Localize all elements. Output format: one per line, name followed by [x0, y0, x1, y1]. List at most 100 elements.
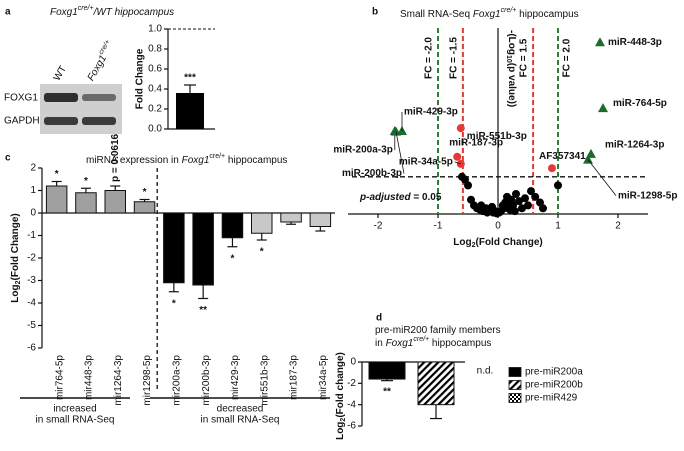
text-part: (Fold change) — [335, 352, 346, 418]
bar — [133, 201, 156, 214]
threshold-label: FC = 2.0 — [562, 38, 573, 77]
y-tick-label: -4 — [27, 298, 36, 309]
bar — [176, 93, 204, 129]
x-tick-label: -1 — [434, 221, 443, 232]
significance: * — [230, 253, 234, 264]
text-part: Foxg1 — [473, 9, 501, 20]
bar — [75, 192, 97, 214]
threshold-label: FC = -2.0 — [424, 37, 435, 79]
y-axis-label: Fold Change — [135, 48, 146, 109]
point — [521, 194, 529, 203]
text-part: Log — [335, 422, 346, 440]
western-blot — [40, 84, 122, 134]
significance: ** — [199, 305, 207, 316]
blot-band — [44, 93, 78, 102]
point — [453, 152, 462, 161]
threshold-label: FC = 1.5 — [519, 38, 530, 77]
x-tick-label: 0 — [495, 221, 501, 232]
point — [598, 103, 608, 113]
text-part: in — [375, 338, 386, 349]
text-part: pre-miR200 family members — [375, 325, 501, 336]
panel-letter: c — [5, 153, 11, 164]
text-part: WT — [51, 64, 68, 83]
significance: *** — [184, 73, 196, 84]
significance: * — [55, 169, 59, 180]
y-tick-label: -2 — [347, 378, 356, 389]
panel-letter: a — [5, 7, 11, 18]
text-part: cre/+ — [413, 336, 429, 343]
point — [595, 37, 605, 47]
blot-band — [82, 94, 116, 101]
point-label: miR-1298-5p — [618, 190, 677, 201]
y-tick-label: -2 — [27, 253, 36, 264]
text-part: p-adjusted — [359, 191, 411, 202]
chart-title: miRNA expression in Foxg1cre/+ hippocamp… — [86, 153, 287, 166]
y-axis-label: Log2(Fold Change) — [10, 213, 22, 302]
blot-band — [44, 117, 78, 125]
point — [554, 181, 562, 190]
text-part: cre/+ — [78, 5, 94, 12]
bar — [192, 212, 214, 286]
bar — [104, 190, 127, 214]
y-tick-label: 2 — [30, 163, 36, 174]
bar — [221, 212, 244, 239]
row-label: FOXG1 — [4, 93, 38, 104]
y-tick-label: 0.6 — [148, 64, 162, 75]
point-label: miR-551b-3p — [467, 131, 527, 142]
y-tick-label: 1.0 — [148, 24, 162, 35]
text-part: Foxg1 — [386, 338, 414, 349]
legend-label: pre-miR200a — [525, 367, 583, 378]
text-part: /WT hippocampus — [93, 7, 175, 18]
chart-title: Small RNA-Seq Foxg1cre/+ hippocampus — [400, 7, 579, 20]
text-part: Log — [10, 284, 21, 302]
x-tick-label: 1 — [555, 221, 561, 232]
text-part: Log — [453, 237, 471, 248]
y-tick-label: 0 — [350, 357, 356, 368]
point-label: miR-200b-3p — [342, 168, 402, 179]
point — [527, 187, 535, 196]
point — [524, 201, 532, 210]
bar — [250, 212, 273, 234]
panel-letter: d — [376, 313, 382, 324]
text-part: Foxg1 — [50, 7, 78, 18]
blot-band — [82, 117, 116, 125]
lane-label: WT — [51, 64, 68, 83]
chart-title: in Foxg1cre/+ hippocampus — [375, 336, 491, 349]
bar — [280, 212, 302, 223]
text-part: hippocampus — [225, 155, 287, 166]
x-tick-label: mir200b-3p — [201, 355, 212, 406]
y-tick-label: 0 — [30, 208, 36, 219]
x-tick-label: -2 — [374, 221, 383, 232]
row-label: GAPDH — [4, 116, 40, 127]
y-tick-label: -6 — [347, 421, 356, 432]
significance: * — [260, 247, 264, 258]
y-tick-label: -1 — [27, 230, 36, 241]
point-label: miR-1264-3p — [605, 140, 664, 151]
point-label: miR-187-3p — [449, 137, 503, 148]
text-part: (p value)) — [506, 63, 517, 107]
x-tick-label: mir551b-3p — [259, 355, 270, 406]
bar — [417, 361, 455, 406]
text-part: 2 — [15, 280, 22, 284]
x-axis-label: Log2(Fold Change) — [453, 237, 542, 249]
x-tick-label: mir34a-5p — [318, 355, 329, 400]
x-tick-label: mir200a-3p — [171, 355, 182, 406]
text-part: 2 — [472, 242, 476, 249]
point-label: miR-448-3p — [608, 37, 662, 48]
text-part: cre/+ — [98, 39, 112, 56]
legend-label: pre-miR200b — [525, 380, 583, 391]
bar — [368, 361, 406, 380]
point-label: miR-429-3p — [404, 107, 458, 118]
text-part: hippocampus — [429, 338, 491, 349]
legend-swatch — [508, 380, 522, 390]
text-part: cre/+ — [209, 153, 225, 160]
point — [583, 154, 593, 164]
panel-letter: b — [372, 7, 378, 18]
text-part: = 0.05 — [411, 191, 442, 202]
point — [518, 204, 526, 213]
group-label: in small RNA-Seq — [36, 415, 115, 426]
y-tick-label: 0.8 — [148, 44, 162, 55]
y-tick-label: -3 — [27, 275, 36, 286]
bar — [45, 185, 68, 214]
